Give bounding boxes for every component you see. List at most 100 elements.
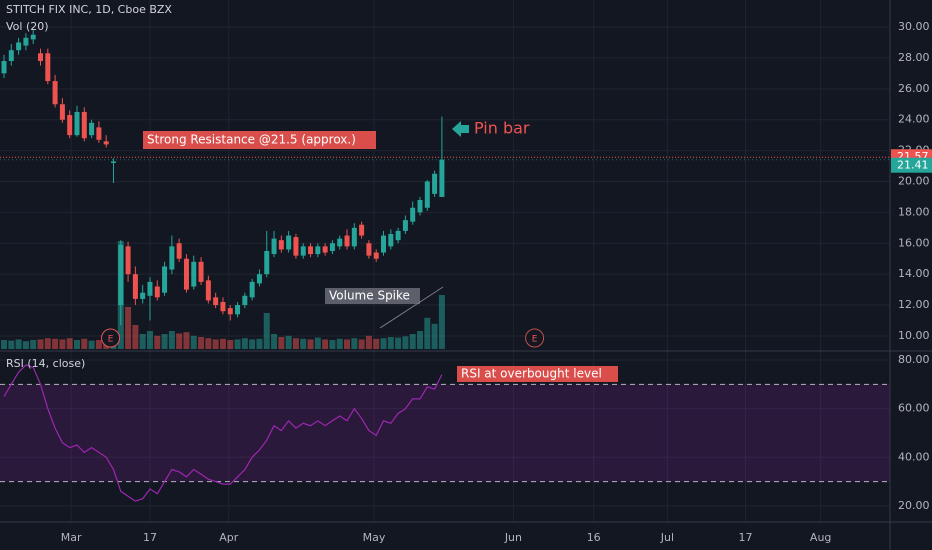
candle-body	[198, 261, 204, 282]
candle-body	[424, 181, 430, 208]
candle-body	[140, 292, 146, 299]
candle-body	[322, 246, 328, 253]
annotation-box	[457, 366, 618, 382]
volume-bar	[256, 338, 263, 349]
volume-bar	[219, 338, 226, 349]
volume-bar	[15, 339, 22, 349]
earnings-label: E	[108, 335, 114, 345]
volume-bar	[154, 335, 161, 349]
candle-body	[162, 266, 168, 293]
volume-bar	[59, 339, 66, 349]
volume-bar	[263, 313, 270, 349]
earnings-marker	[525, 328, 545, 348]
candle-body	[264, 250, 270, 275]
volume-bar	[125, 307, 132, 349]
annotation-arrow	[379, 286, 444, 329]
volume-bar	[344, 339, 351, 349]
candle-body	[300, 246, 306, 256]
candle-body	[256, 274, 262, 284]
candle-body	[176, 243, 182, 259]
candle-body	[147, 281, 153, 296]
candle-body	[373, 252, 379, 259]
volume-bar	[44, 338, 51, 349]
earnings-marker	[101, 328, 121, 348]
candle-body	[59, 104, 65, 120]
volume-bar	[1, 340, 8, 349]
volume-bar	[402, 336, 409, 349]
candle-body	[74, 111, 80, 136]
x-tick-label: Aug	[810, 531, 831, 544]
volume-bar	[387, 337, 394, 349]
volume-bar	[88, 340, 95, 349]
annotation-text: RSI at overbought level	[461, 367, 602, 381]
volume-bar	[139, 334, 146, 349]
x-tick-label: 17	[143, 531, 157, 544]
candle-body	[67, 115, 73, 136]
volume-bar	[271, 334, 278, 349]
volume-bar	[424, 317, 431, 349]
candle-body	[359, 224, 365, 236]
candle-body	[286, 235, 292, 250]
x-tick-label: Jun	[504, 531, 522, 544]
candle-body	[103, 141, 109, 145]
candle-body	[293, 237, 299, 256]
volume-bar	[146, 331, 153, 349]
candle-body	[402, 220, 408, 231]
volume-bar	[52, 338, 59, 349]
candle-body	[38, 53, 44, 62]
annotation-text: Strong Resistance @21.5 (approx.)	[147, 133, 356, 147]
volume-bar	[66, 338, 73, 349]
candle-body	[89, 122, 95, 136]
volume-bar	[190, 335, 197, 349]
candle-body	[45, 53, 51, 82]
candle-body	[432, 173, 438, 194]
earnings-label: E	[532, 335, 538, 345]
candle-body	[410, 207, 416, 222]
candle-body	[395, 230, 401, 241]
y-tick-label: 24.00	[898, 113, 930, 126]
volume-bar	[322, 339, 329, 349]
candle-body	[227, 308, 233, 315]
candle-body	[118, 244, 124, 306]
candle-body	[417, 200, 423, 213]
rsi-label: RSI (14, close)	[6, 357, 85, 370]
volume-bar	[95, 340, 102, 349]
candle-body	[154, 286, 160, 298]
x-tick-label: May	[363, 531, 386, 544]
volume-bar	[307, 339, 314, 349]
volume-bar	[409, 334, 416, 349]
volume-bar	[292, 338, 299, 349]
candle-body	[23, 37, 29, 46]
chart-title: STITCH FIX INC, 1D, Cboe BZX	[6, 3, 172, 16]
volume-bar	[300, 338, 307, 349]
volume-bar	[373, 338, 380, 349]
y-tick-label: 16.00	[898, 236, 930, 249]
y-tick-label: 30.00	[898, 20, 930, 33]
x-tick-label: Jul	[660, 531, 674, 544]
y-tick-label: 18.00	[898, 205, 930, 218]
volume-bar	[8, 340, 15, 349]
x-tick-label: Apr	[219, 531, 239, 544]
volume-bar	[351, 338, 358, 349]
volume-bar	[278, 337, 285, 349]
volume-bar	[81, 338, 88, 349]
y-tick-label: 20.00	[898, 174, 930, 187]
annotation-box	[325, 288, 420, 304]
volume-bar	[329, 340, 336, 349]
volume-bar	[365, 335, 372, 349]
volume-bar	[431, 323, 438, 349]
candle-body	[1, 61, 7, 74]
volume-bar	[438, 295, 445, 349]
annotation-box	[143, 131, 376, 149]
candle-body	[125, 246, 131, 275]
volume-bar	[176, 333, 183, 349]
candle-body	[351, 227, 357, 247]
candle-body	[242, 295, 248, 306]
volume-label: Vol (20)	[6, 20, 49, 33]
rsi-band	[0, 384, 890, 482]
x-tick-label: 16	[587, 531, 601, 544]
candle-body	[205, 280, 211, 301]
candle-body	[249, 281, 255, 298]
x-tick-label: 17	[738, 531, 752, 544]
